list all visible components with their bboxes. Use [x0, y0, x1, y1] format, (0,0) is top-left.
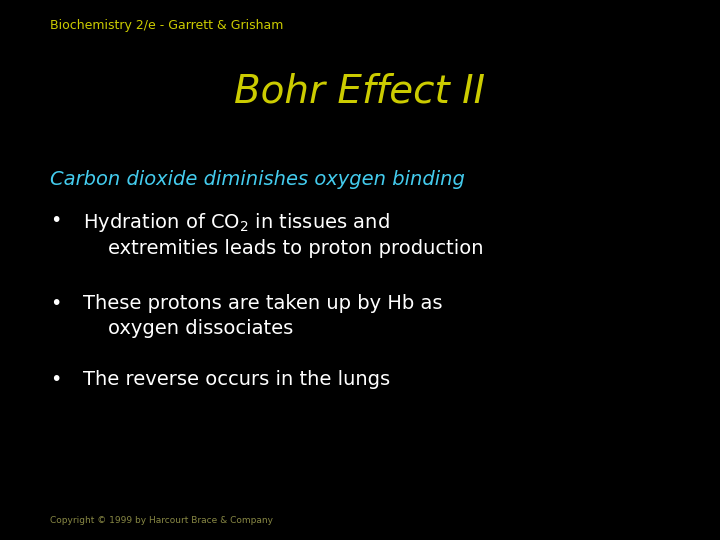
Text: •: • [50, 211, 62, 229]
Text: The reverse occurs in the lungs: The reverse occurs in the lungs [83, 370, 390, 389]
Text: Hydration of CO$_2$ in tissues and
    extremities leads to proton production: Hydration of CO$_2$ in tissues and extre… [83, 211, 483, 258]
Text: These protons are taken up by Hb as
    oxygen dissociates: These protons are taken up by Hb as oxyg… [83, 294, 442, 338]
Text: Copyright © 1999 by Harcourt Brace & Company: Copyright © 1999 by Harcourt Brace & Com… [50, 516, 274, 525]
Text: •: • [50, 370, 62, 389]
Text: Carbon dioxide diminishes oxygen binding: Carbon dioxide diminishes oxygen binding [50, 170, 465, 189]
Text: •: • [50, 294, 62, 313]
Text: Biochemistry 2/e - Garrett & Grisham: Biochemistry 2/e - Garrett & Grisham [50, 19, 284, 32]
Text: Bohr Effect II: Bohr Effect II [235, 73, 485, 111]
